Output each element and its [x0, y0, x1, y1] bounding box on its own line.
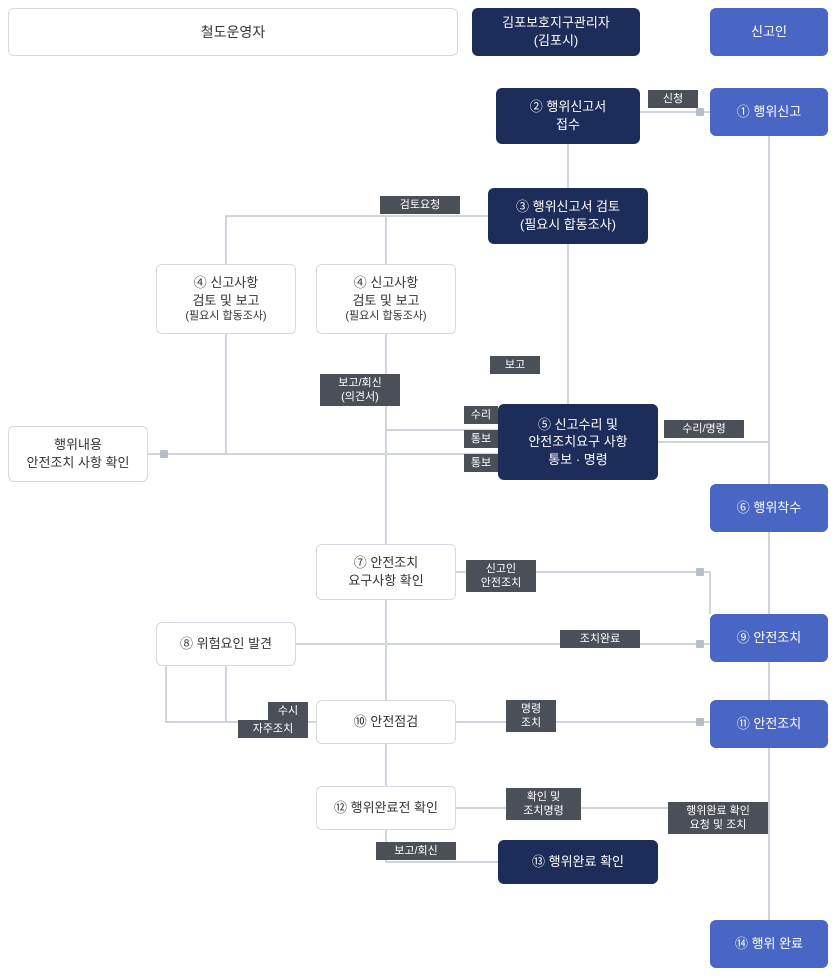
node-n1: ① 행위신고 — [710, 88, 828, 136]
node-n4b: ④ 신고사항검토 및 보고(필요시 합동조사) — [316, 264, 456, 334]
node-text: 신고인 — [751, 24, 787, 39]
edge-label-8: 신고인안전조치 — [466, 560, 536, 592]
node-text: ② 행위신고서접수 — [530, 99, 606, 132]
edge-label-12: 명령조치 — [506, 700, 556, 732]
node-n12: ⑫ 행위완료전 확인 — [316, 786, 456, 830]
node-n2: ② 행위신고서접수 — [496, 88, 640, 144]
node-col2-header: 김포보호지구관리자(김포시) — [472, 8, 640, 56]
node-text: 김포보호지구관리자(김포시) — [502, 15, 610, 48]
node-col1-header: 철도운영자 — [8, 8, 458, 56]
node-subtext: (필요시 합동조사) — [345, 309, 426, 324]
node-text: ⑭ 행위 완료 — [735, 936, 803, 951]
edge-label-11: 자주조치 — [238, 720, 308, 738]
node-n11: ⑪ 안전조치 — [710, 700, 828, 748]
connector-dot-1 — [160, 450, 168, 458]
edge-label-14: 행위완료 확인요청 및 조치 — [668, 802, 768, 834]
edge-label-9: 조치완료 — [560, 630, 640, 648]
edge-label-1: 검토요청 — [380, 196, 460, 214]
node-text: ⑥ 행위착수 — [737, 500, 801, 515]
node-text: ③ 행위신고서 검토(필요시 합동조사) — [516, 199, 620, 232]
edge-label-10: 수시 — [268, 702, 308, 720]
edge-label-5: 통보 — [464, 430, 498, 448]
node-text: ⑨ 안전조치 — [737, 630, 801, 645]
node-n14: ⑭ 행위 완료 — [710, 920, 828, 968]
node-col3-header: 신고인 — [710, 8, 828, 56]
connector-dot-4 — [696, 718, 704, 726]
node-n4a: ④ 신고사항검토 및 보고(필요시 합동조사) — [156, 264, 296, 334]
node-text: ① 행위신고 — [737, 104, 801, 119]
node-text: ⑩ 안전점검 — [354, 714, 418, 729]
edge-label-0: 신청 — [648, 90, 698, 108]
node-text: ④ 신고사항검토 및 보고 — [192, 275, 259, 308]
connector-dot-3 — [696, 568, 704, 576]
edge-label-2: 보고 — [490, 356, 540, 374]
node-text: ⑤ 신고수리 및안전조치요구 사항통보 · 명령 — [528, 417, 627, 467]
node-text: ④ 신고사항검토 및 보고 — [352, 275, 419, 308]
node-n3: ③ 행위신고서 검토(필요시 합동조사) — [488, 188, 648, 244]
node-side: 행위내용안전조치 사항 확인 — [8, 426, 148, 482]
node-text: ⑧ 위험요인 발견 — [180, 636, 272, 651]
connector-dot-0 — [696, 108, 704, 116]
node-n8: ⑧ 위험요인 발견 — [156, 622, 296, 666]
node-n13: ⑬ 행위완료 확인 — [498, 840, 658, 884]
edge-label-13: 확인 및조치명령 — [506, 788, 581, 820]
node-n5: ⑤ 신고수리 및안전조치요구 사항통보 · 명령 — [498, 404, 658, 480]
node-text: 행위내용안전조치 사항 확인 — [27, 437, 130, 470]
edge-label-15: 보고/회신 — [376, 842, 456, 860]
edge-label-7: 수리/명령 — [664, 420, 744, 438]
node-text: ⑬ 행위완료 확인 — [532, 854, 624, 869]
connector-dot-2 — [696, 640, 704, 648]
node-n10: ⑩ 안전점검 — [316, 700, 456, 744]
edge-label-4: 수리 — [464, 406, 498, 424]
node-text: 철도운영자 — [201, 24, 265, 40]
node-text: ⑪ 안전조치 — [737, 716, 801, 731]
node-text: ⑦ 안전조치요구사항 확인 — [348, 555, 423, 588]
node-text: ⑫ 행위완료전 확인 — [334, 800, 438, 815]
edge-label-3: 보고/회신(의견서) — [320, 374, 400, 406]
node-n9: ⑨ 안전조치 — [710, 614, 828, 662]
node-n6: ⑥ 행위착수 — [710, 484, 828, 532]
node-subtext: (필요시 합동조사) — [185, 309, 266, 324]
edge-label-6: 통보 — [464, 454, 498, 472]
node-n7: ⑦ 안전조치요구사항 확인 — [316, 544, 456, 600]
